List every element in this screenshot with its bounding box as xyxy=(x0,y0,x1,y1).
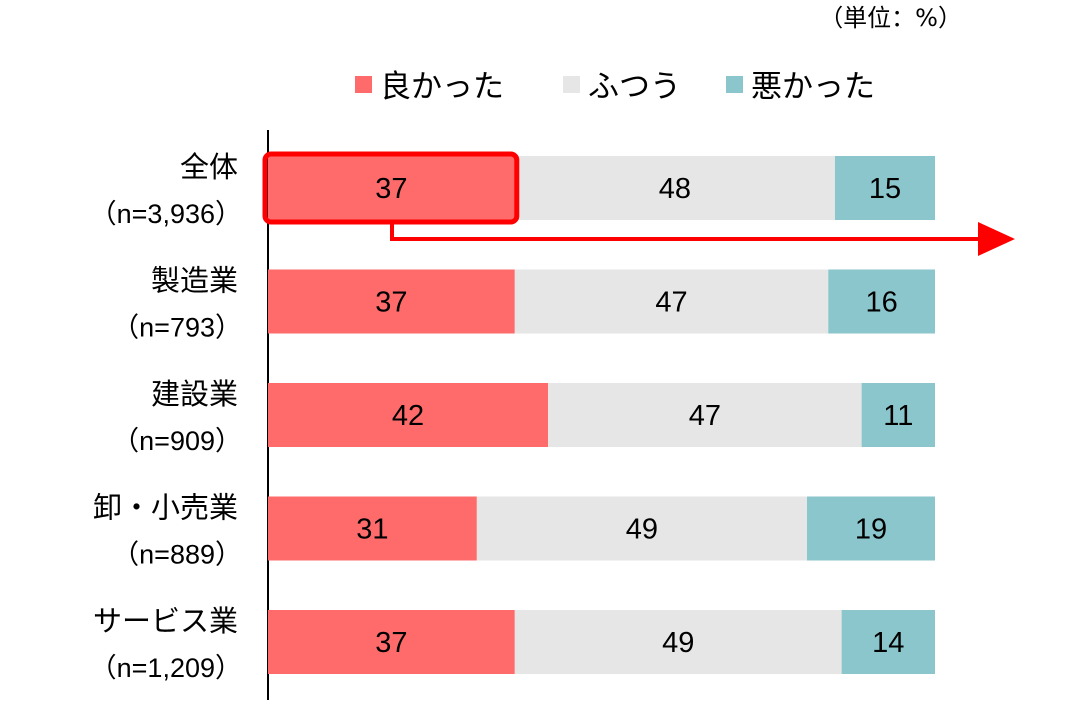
legend-label-3: 悪かった xyxy=(751,69,875,105)
highlight-annotation xyxy=(262,151,1015,256)
highlight-arrow-line xyxy=(390,222,992,241)
data-label-bad: 16 xyxy=(866,287,898,319)
legend-label-1: 良かった xyxy=(380,69,504,105)
bar-segment-bad xyxy=(841,610,935,674)
data-label-good: 37 xyxy=(375,627,407,659)
data-label-good: 37 xyxy=(375,287,407,319)
data-label-normal: 47 xyxy=(689,400,721,432)
bar-segment-normal xyxy=(514,269,829,334)
category-sample-size: （n=793） xyxy=(112,313,242,343)
data-label-good: 37 xyxy=(375,173,407,205)
bar-segment-good xyxy=(268,269,515,334)
arrow-head-icon xyxy=(978,222,1015,256)
bars xyxy=(268,156,935,674)
data-label-normal: 49 xyxy=(662,627,694,659)
bar-segment-normal xyxy=(514,610,842,674)
legend-swatch-2 xyxy=(563,76,580,93)
bar-segment-good xyxy=(268,156,515,220)
category-sample-size: （n=1,209） xyxy=(90,653,242,683)
category-sample-size: （n=889） xyxy=(112,540,242,570)
bar-segment-good xyxy=(268,383,549,447)
category-labels: 全体 （n=3,936） 製造業 （n=793） 建設業 （n=909） 卸・小売業 （n=8… xyxy=(90,150,242,683)
category-sample-size: （n=909） xyxy=(112,426,242,456)
data-labels: 37 48 15 37 47 16 42 47 11 31 49 19 37 49 14 xyxy=(356,173,913,659)
legend-swatch-3 xyxy=(726,76,743,93)
unit-note: （単位：%） xyxy=(819,4,962,32)
data-label-bad: 19 xyxy=(855,514,887,546)
category-sample-size: （n=3,936） xyxy=(90,199,242,229)
category-name: サービス業 xyxy=(93,604,238,638)
bar-segment-good xyxy=(268,610,515,674)
bar-segment-bad xyxy=(861,383,935,447)
data-label-normal: 48 xyxy=(659,173,691,205)
bar-segment-good xyxy=(268,496,477,561)
legend: 良かった ふつう 悪かった xyxy=(355,69,875,105)
data-label-normal: 49 xyxy=(626,514,658,546)
bar-segment-normal xyxy=(548,383,862,447)
category-name: 卸・小売業 xyxy=(93,491,238,525)
data-label-bad: 11 xyxy=(883,400,913,432)
data-label-good: 31 xyxy=(356,514,388,546)
bar-segment-bad xyxy=(828,269,935,334)
category-name: 建設業 xyxy=(151,377,238,411)
data-label-good: 42 xyxy=(392,400,424,432)
category-name: 製造業 xyxy=(151,264,238,298)
legend-label-2: ふつう xyxy=(588,69,681,105)
data-label-normal: 47 xyxy=(655,287,687,319)
data-label-bad: 15 xyxy=(869,173,901,205)
bar-segment-normal xyxy=(514,156,835,220)
data-label-bad: 14 xyxy=(872,627,904,659)
bar-segment-normal xyxy=(476,496,807,561)
legend-swatch-1 xyxy=(355,76,372,93)
bar-segment-bad xyxy=(834,156,935,220)
category-name: 全体 xyxy=(180,150,238,184)
bar-segment-bad xyxy=(806,496,935,561)
